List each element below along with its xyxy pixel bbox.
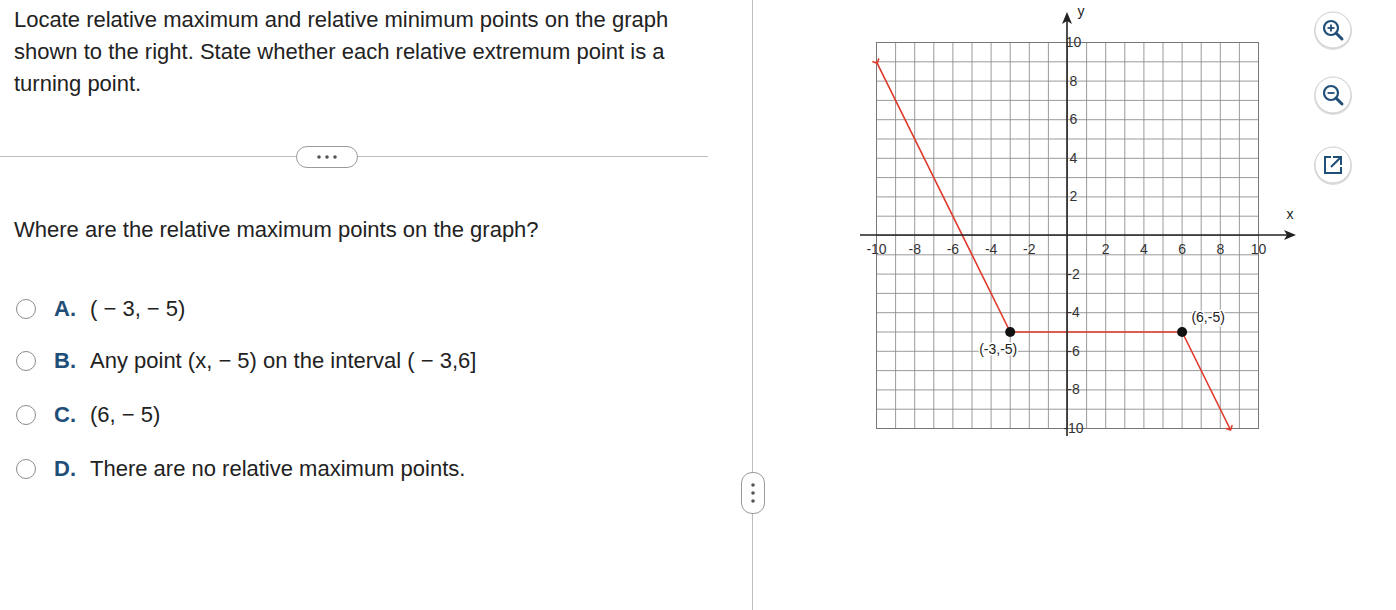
html-text:A.: A. (54, 296, 76, 321)
svg-text:10: 10 (1066, 34, 1082, 50)
svg-text:-4: -4 (1067, 304, 1080, 320)
svg-text:y: y (1078, 3, 1085, 19)
html-text:Any point (x, − 5) on the inte: Any point (x, − 5) on the interval ( − 3… (90, 348, 477, 373)
svg-text:-6: -6 (1067, 343, 1080, 359)
html-text:There are no relative maximum: There are no relative maximum points. (90, 456, 466, 481)
svg-text:8: 8 (1216, 241, 1224, 257)
svg-text:-10: -10 (1063, 420, 1084, 436)
svg-text:x: x (1287, 206, 1294, 222)
svg-text:(6,-5): (6,-5) (1191, 309, 1224, 325)
svg-text:-2: -2 (1067, 266, 1080, 282)
svg-text:10: 10 (1251, 241, 1267, 257)
svg-text:(-3,-5): (-3,-5) (979, 341, 1017, 357)
html-text:C.: C. (54, 402, 76, 427)
svg-text:-10: -10 (866, 241, 886, 257)
svg-text:6: 6 (1070, 111, 1078, 127)
html-text:B.: B. (54, 348, 76, 373)
html-text:(6, − 5): (6, − 5) (90, 402, 161, 427)
svg-text:-8: -8 (1067, 381, 1080, 397)
svg-text:2: 2 (1102, 241, 1110, 257)
html-text:Locate relative maximum and re: Locate relative maximum and relative min… (14, 7, 669, 96)
svg-text:4: 4 (1070, 150, 1078, 166)
svg-text:-2: -2 (1023, 241, 1036, 257)
svg-text:-4: -4 (985, 241, 998, 257)
svg-text:4: 4 (1140, 241, 1148, 257)
svg-text:-6: -6 (947, 241, 960, 257)
html-text:D.: D. (54, 456, 76, 481)
svg-text:8: 8 (1070, 73, 1078, 89)
svg-text:6: 6 (1178, 241, 1186, 257)
svg-text:-8: -8 (908, 241, 921, 257)
svg-text:2: 2 (1070, 188, 1078, 204)
html-text:Where are the relative maximum: Where are the relative maximum points on… (14, 217, 539, 242)
html-text:( − 3, − 5): ( − 3, − 5) (90, 296, 186, 321)
